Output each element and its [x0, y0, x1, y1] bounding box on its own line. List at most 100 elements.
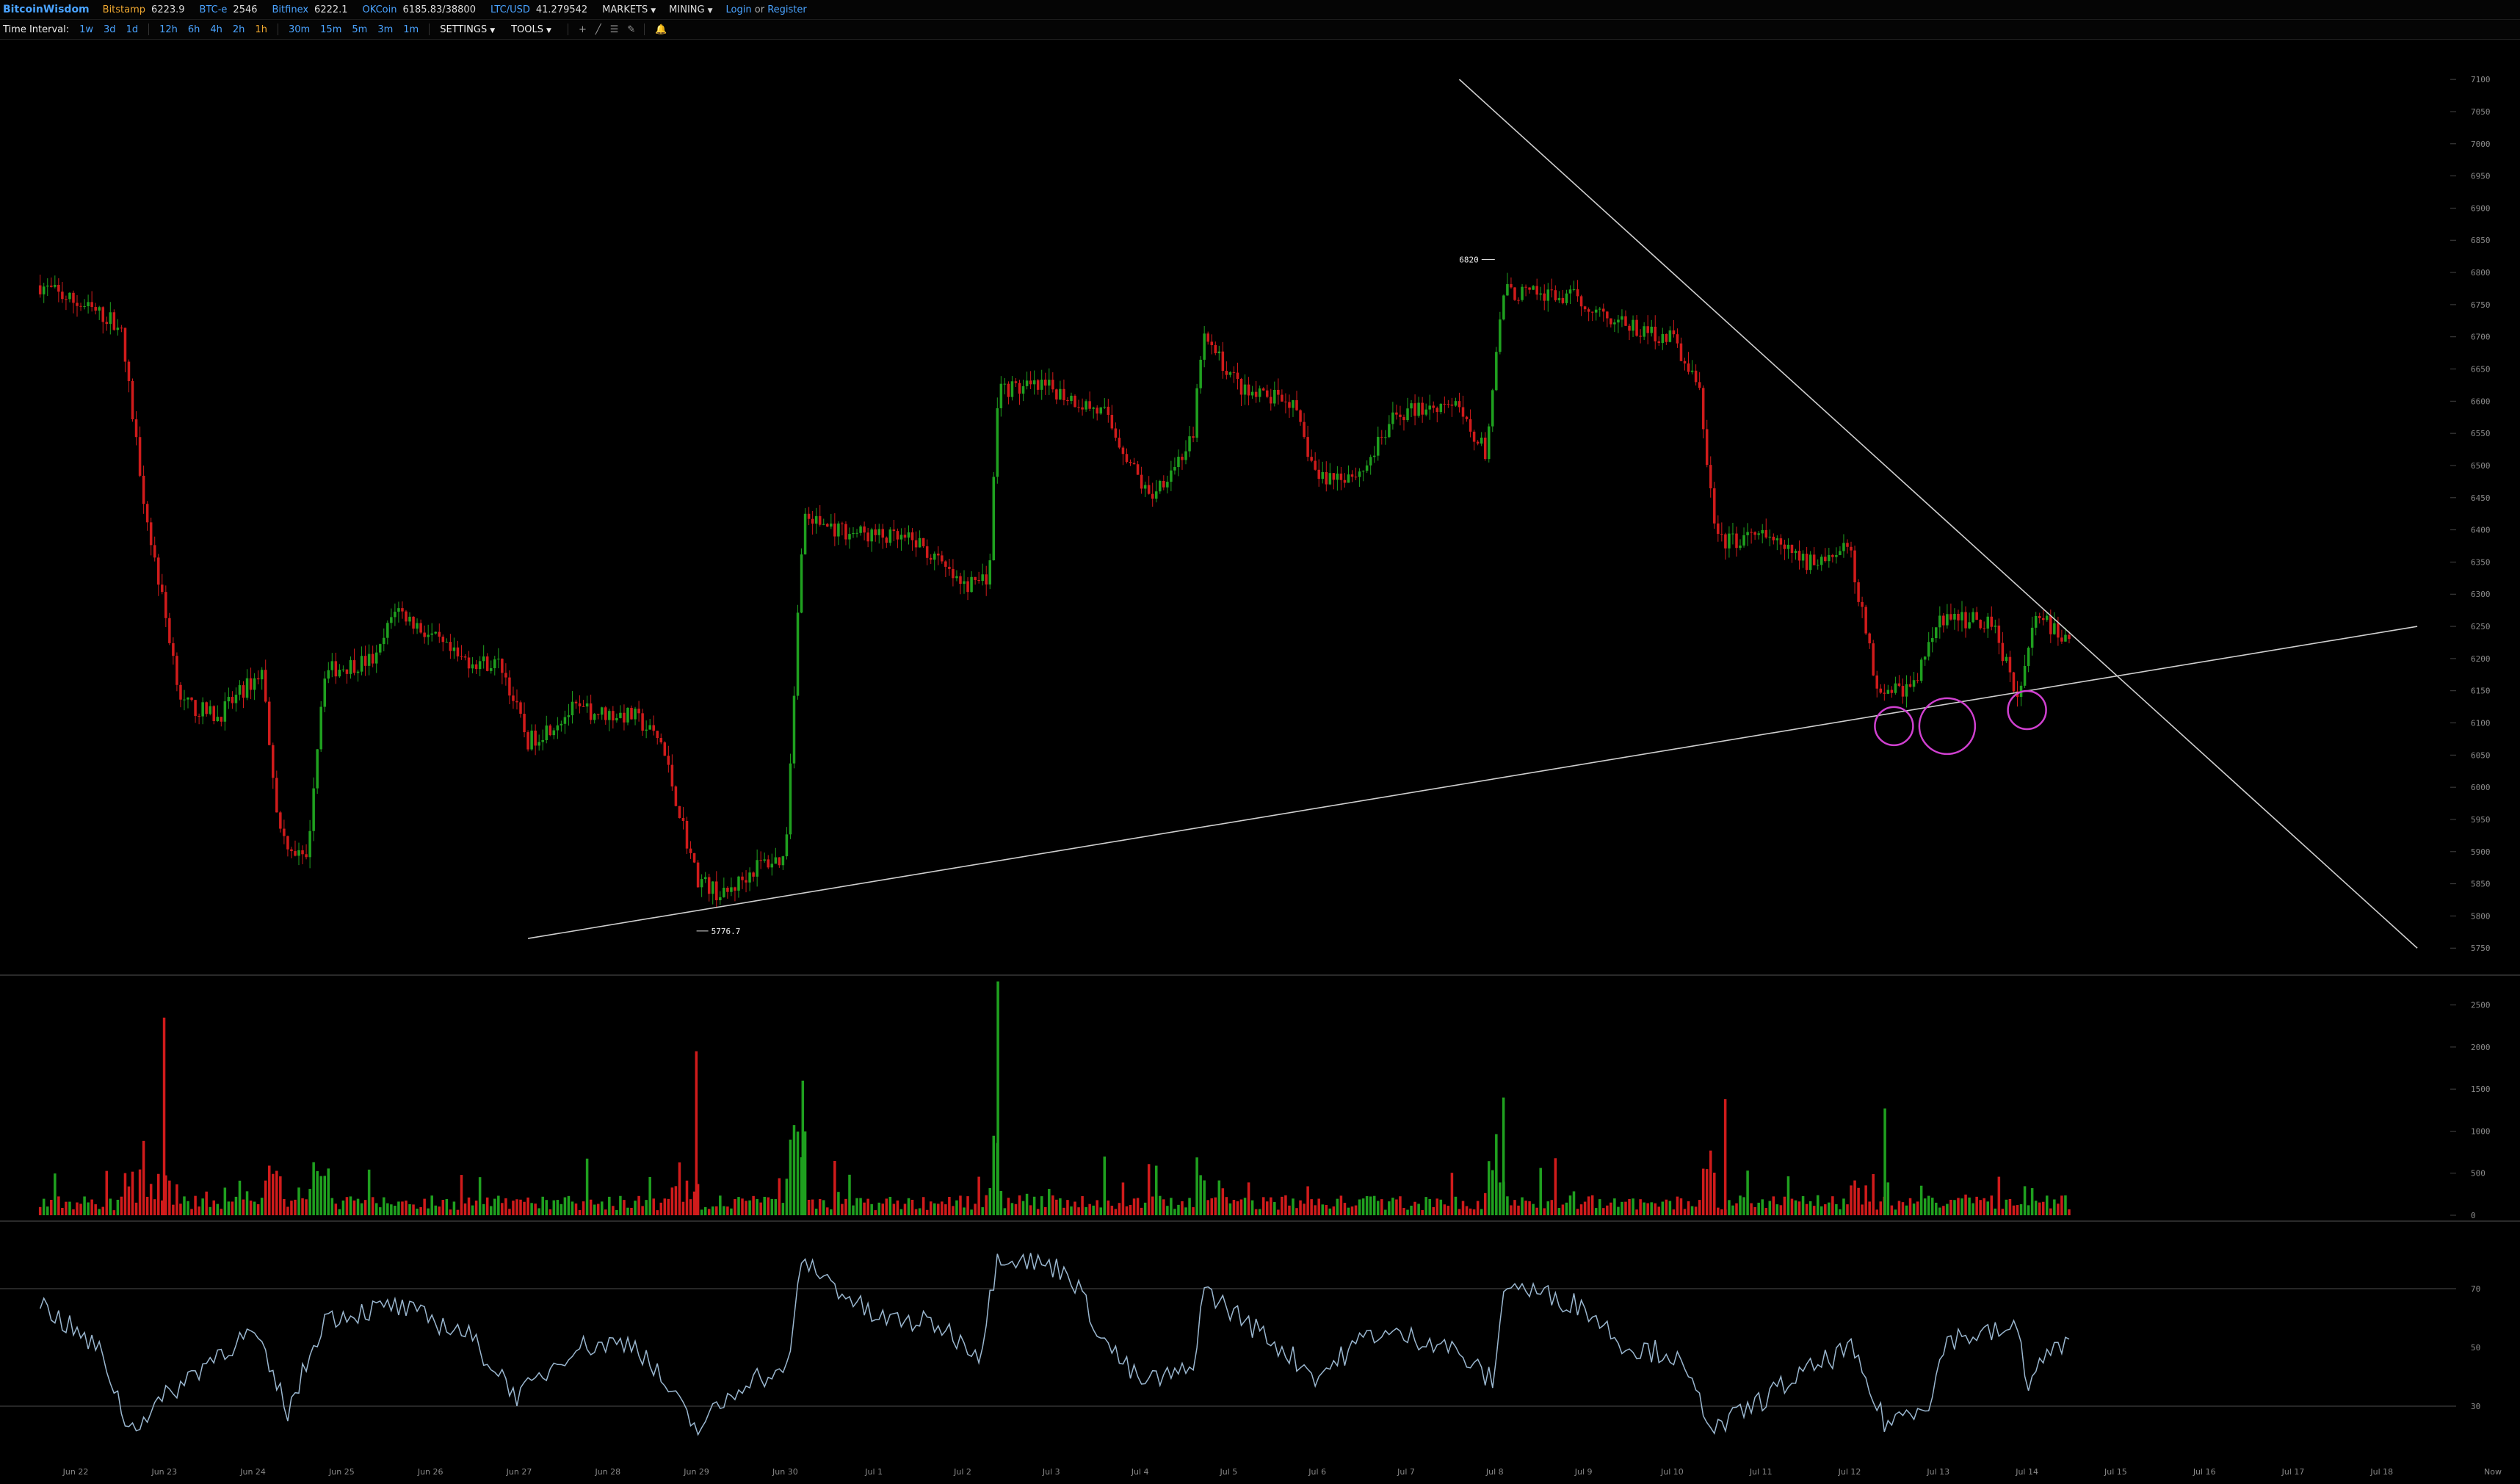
- interval-6h[interactable]: 6h: [187, 23, 200, 35]
- brand-logo[interactable]: BitcoinWisdom: [3, 4, 90, 15]
- candle-body: [1096, 408, 1098, 414]
- volume-bar: [275, 1170, 278, 1215]
- volume-bar: [1990, 1195, 1994, 1215]
- crosshair-icon[interactable]: +: [578, 23, 587, 35]
- ticker-bitfinex[interactable]: Bitfinex 6222.1: [272, 4, 348, 15]
- candle-body: [68, 292, 71, 300]
- ticker-btce[interactable]: BTC-e 2546: [199, 4, 258, 15]
- volume-bar: [1343, 1203, 1347, 1215]
- volume-bar: [1443, 1204, 1447, 1215]
- volume-bar: [1572, 1191, 1576, 1215]
- candle-body: [105, 322, 109, 325]
- volume-tick-label: 500: [2471, 1169, 2485, 1179]
- register-link[interactable]: Register: [767, 4, 807, 15]
- price-tick-label: 6050: [2471, 750, 2491, 760]
- volume-bar: [1661, 1201, 1665, 1215]
- markets-menu[interactable]: MARKETS ▼: [602, 4, 656, 15]
- volume-bar: [526, 1197, 529, 1215]
- ticker-ltcusd[interactable]: LTC/USD 41.279542: [490, 4, 588, 15]
- login-link[interactable]: Login: [725, 4, 752, 15]
- interval-1h[interactable]: 1h: [255, 23, 267, 35]
- volume-bar: [719, 1195, 722, 1215]
- candle-body: [785, 834, 789, 857]
- volume-bar: [1628, 1198, 1631, 1215]
- volume-bar: [807, 1200, 811, 1215]
- volume-bar: [1694, 1206, 1698, 1215]
- volume-bar: [1709, 1150, 1712, 1215]
- interval-2h[interactable]: 2h: [232, 23, 245, 35]
- settings-dropdown[interactable]: SETTINGS ▼: [440, 23, 496, 35]
- candle-body: [552, 730, 556, 736]
- candle-body: [781, 856, 785, 866]
- chevron-down-icon: ▼: [707, 7, 713, 15]
- interval-30m[interactable]: 30m: [288, 23, 311, 35]
- candle-body: [966, 581, 969, 593]
- volume-bar: [401, 1201, 404, 1215]
- candle-body: [1206, 333, 1209, 342]
- candle-body: [707, 877, 711, 894]
- candle-body: [1654, 326, 1657, 341]
- top-ticker-bar: BitcoinWisdom Bitstamp 6223.9 BTC-e 2546 B…: [0, 0, 2520, 20]
- candle-body: [1199, 359, 1202, 388]
- interval-3d[interactable]: 3d: [104, 23, 116, 35]
- candle-body: [1239, 378, 1243, 395]
- pen-icon[interactable]: ✎: [627, 23, 636, 35]
- candle-body: [127, 361, 131, 381]
- volume-bar: [848, 1174, 851, 1215]
- volume-bar: [38, 1206, 42, 1215]
- volume-bar: [859, 1198, 862, 1215]
- volume-bar: [715, 1206, 718, 1215]
- candle-body: [2012, 672, 2016, 692]
- candle-body: [423, 632, 426, 637]
- candle-body: [1073, 395, 1076, 408]
- date-label: Jul 9: [1574, 1467, 1593, 1477]
- alarm-icon[interactable]: 🔔: [655, 23, 667, 35]
- candle-body: [327, 670, 330, 679]
- tools-dropdown[interactable]: TOOLS ▼: [511, 23, 551, 35]
- mining-menu[interactable]: MINING ▼: [669, 4, 713, 15]
- volume-bar: [2023, 1186, 2027, 1215]
- time-interval-label: Time Interval:: [3, 23, 70, 35]
- interval-1d[interactable]: 1d: [126, 23, 139, 35]
- candle-body: [734, 887, 736, 891]
- candle-body: [645, 729, 648, 731]
- candle-body: [1879, 688, 1883, 693]
- candle-body: [1790, 544, 1794, 554]
- candle-body: [76, 303, 79, 306]
- volume-bar: [1624, 1201, 1627, 1215]
- volume-bar: [944, 1204, 947, 1215]
- interval-1m[interactable]: 1m: [403, 23, 419, 35]
- volume-bar: [1406, 1209, 1409, 1215]
- volume-peak-bar: [1502, 1097, 1505, 1215]
- interval-15m[interactable]: 15m: [320, 23, 342, 35]
- volume-bar: [397, 1201, 400, 1215]
- candle-body: [1517, 300, 1520, 301]
- volume-bar: [1159, 1195, 1162, 1215]
- interval-3m[interactable]: 3m: [377, 23, 394, 35]
- ticker-bitstamp[interactable]: Bitstamp 6223.9: [102, 4, 185, 15]
- interval-12h[interactable]: 12h: [159, 23, 178, 35]
- volume-tick-label: 0: [2471, 1211, 2476, 1220]
- volume-bar: [877, 1202, 881, 1215]
- volume-bar: [678, 1162, 681, 1215]
- volume-bar: [94, 1204, 97, 1215]
- interval-1w[interactable]: 1w: [79, 23, 94, 35]
- horizontal-lines-icon[interactable]: ☰: [609, 23, 619, 35]
- ticker-okcoin[interactable]: OKCoin 6185.83/38800: [362, 4, 476, 15]
- volume-bar: [1927, 1195, 1930, 1215]
- interval-5m[interactable]: 5m: [352, 23, 368, 35]
- candle-body: [1701, 388, 1705, 430]
- date-label: Jul 14: [2015, 1467, 2038, 1477]
- trendline-icon[interactable]: ╱: [595, 23, 601, 35]
- candle-body: [323, 678, 327, 707]
- candle-body: [918, 538, 922, 548]
- volume-bar: [937, 1204, 940, 1215]
- candle-body: [463, 656, 467, 658]
- volume-bar: [1506, 1196, 1509, 1215]
- candle-body: [131, 380, 134, 420]
- volume-bar: [305, 1199, 308, 1215]
- interval-4h[interactable]: 4h: [210, 23, 222, 35]
- candle-body: [390, 617, 393, 623]
- volume-bar: [1166, 1206, 1169, 1215]
